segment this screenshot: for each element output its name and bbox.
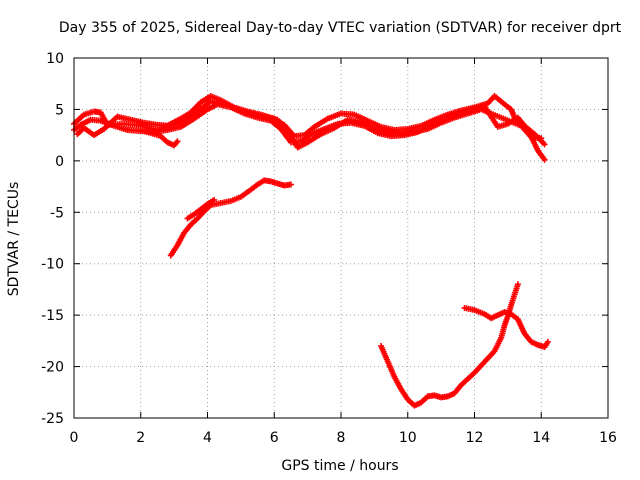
y-axis-label: SDTVAR / TECUs bbox=[6, 182, 22, 297]
y-tick-label: 10 bbox=[46, 51, 64, 67]
y-tick-label: -20 bbox=[41, 360, 64, 376]
x-tick-label: 12 bbox=[466, 430, 484, 446]
data-point bbox=[541, 156, 548, 163]
x-axis-label: GPS time / hours bbox=[281, 458, 398, 474]
data-point bbox=[174, 138, 181, 145]
series-track-lower-a bbox=[378, 281, 521, 409]
x-tick-label: 6 bbox=[270, 430, 279, 446]
y-tick-label: 5 bbox=[55, 102, 64, 118]
y-tick-label: -10 bbox=[41, 257, 64, 273]
data-point bbox=[541, 141, 548, 148]
data-point bbox=[538, 135, 545, 142]
series-track-lower-b bbox=[461, 304, 551, 351]
axis-ticks: 0 2 4 6 8 10 12 14 16 -25 -20 -15 -10 -5 0 5 10 bbox=[41, 51, 617, 446]
x-tick-label: 14 bbox=[532, 430, 550, 446]
y-tick-label: -15 bbox=[41, 308, 64, 324]
y-tick-label: -25 bbox=[41, 411, 64, 427]
x-tick-label: 10 bbox=[399, 430, 417, 446]
y-tick-label: -5 bbox=[50, 205, 64, 221]
data-point bbox=[514, 281, 521, 288]
x-tick-label: 0 bbox=[70, 430, 79, 446]
data-point bbox=[287, 181, 294, 188]
series-track-middle bbox=[167, 177, 294, 259]
y-tick-label: 0 bbox=[55, 154, 64, 170]
series-track-middle-b bbox=[184, 196, 218, 222]
data-point bbox=[211, 196, 218, 203]
chart-title: Day 355 of 2025, Sidereal Day-to-day VTE… bbox=[59, 20, 622, 36]
data-point bbox=[544, 338, 551, 345]
series-track-upper-d bbox=[137, 127, 181, 149]
x-tick-label: 8 bbox=[337, 430, 346, 446]
series-track-upper-c bbox=[74, 98, 545, 151]
data-layer bbox=[71, 93, 551, 409]
x-tick-label: 2 bbox=[136, 430, 145, 446]
x-tick-label: 16 bbox=[599, 430, 617, 446]
x-tick-label: 4 bbox=[203, 430, 212, 446]
